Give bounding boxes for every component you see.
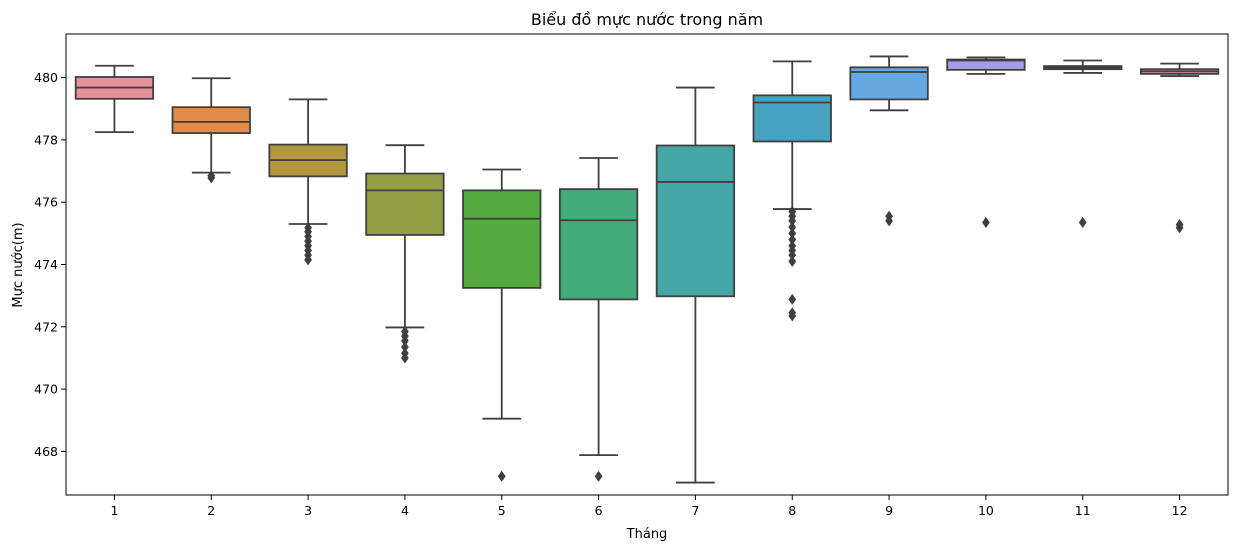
x-tick-label: 4 <box>401 503 409 518</box>
x-tick-label: 9 <box>885 503 893 518</box>
box-iqr <box>171 106 251 134</box>
outlier-point <box>982 216 990 228</box>
x-tick-label: 2 <box>207 503 215 518</box>
x-tick-label: 8 <box>788 503 796 518</box>
box-iqr <box>462 189 542 289</box>
box-iqr <box>946 58 1026 71</box>
outlier-point <box>788 255 797 267</box>
outlier-point <box>788 310 797 322</box>
box-iqr <box>655 144 736 298</box>
y-tick-label: 474 <box>34 257 58 272</box>
y-tick-label: 480 <box>34 70 58 85</box>
chart-title: Biểu đồ mực nước trong năm <box>531 10 763 29</box>
box-iqr <box>365 172 445 236</box>
x-tick-label: 7 <box>691 503 699 518</box>
outlier-point <box>401 352 409 364</box>
y-tick-label: 472 <box>34 319 58 334</box>
outlier-point <box>304 254 312 266</box>
y-axis-label: Mực nước(m) <box>11 222 26 307</box>
x-tick-label: 12 <box>1172 503 1188 518</box>
outlier-point <box>788 293 797 305</box>
outlier-point <box>594 470 603 482</box>
box-iqr <box>558 188 639 301</box>
y-tick-label: 470 <box>34 382 58 397</box>
x-tick-label: 1 <box>110 503 118 518</box>
outlier-point <box>497 470 506 482</box>
outlier-point <box>1175 222 1184 234</box>
y-tick-label: 468 <box>34 444 58 459</box>
outlier-point <box>1078 216 1087 228</box>
x-tick-label: 3 <box>304 503 312 518</box>
x-tick-label: 5 <box>498 503 506 518</box>
y-tick-label: 478 <box>34 132 58 147</box>
y-tick-label: 476 <box>34 195 58 210</box>
outlier-point <box>885 215 893 227</box>
x-tick-label: 11 <box>1075 503 1091 518</box>
plot-frame <box>65 33 1229 496</box>
x-axis-label: Tháng <box>626 527 668 542</box>
x-tick-label: 10 <box>978 503 994 518</box>
outlier-point <box>207 170 216 182</box>
x-tick-label: 6 <box>595 503 603 518</box>
